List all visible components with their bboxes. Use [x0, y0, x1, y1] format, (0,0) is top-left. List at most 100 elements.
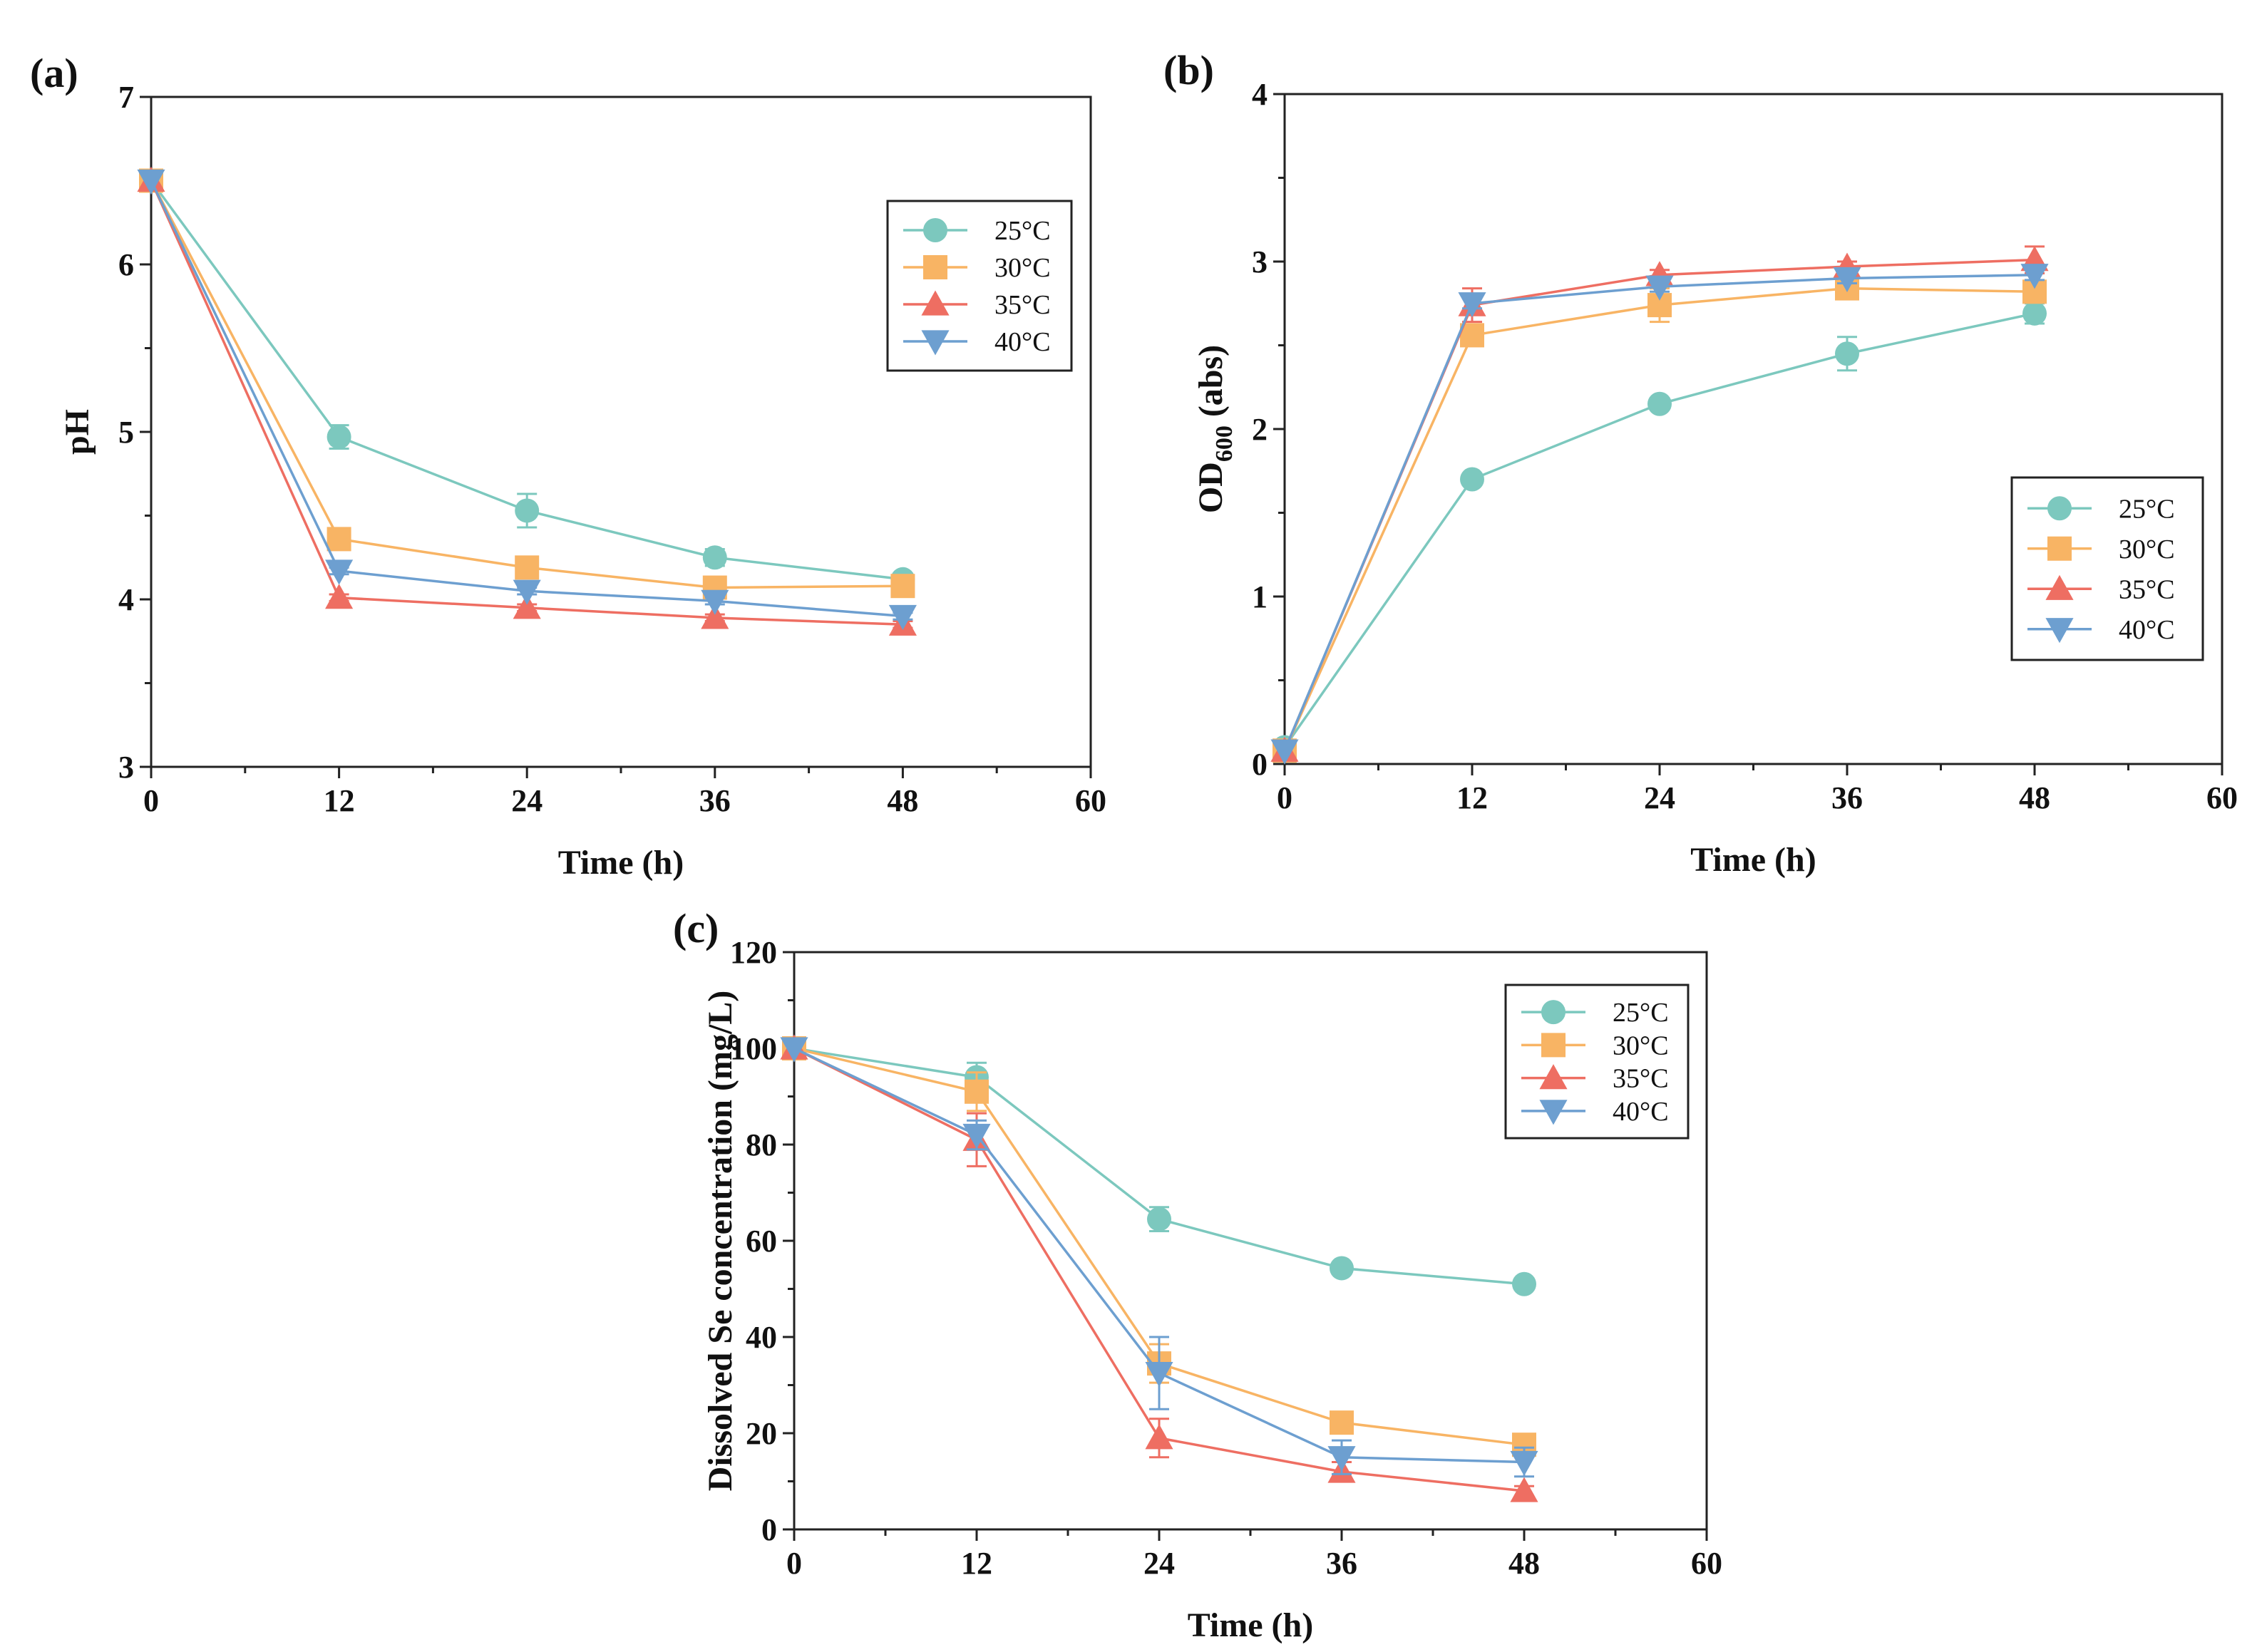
legend-marker — [1539, 1100, 1568, 1125]
data-point — [780, 1037, 808, 1063]
legend-label: 30°C — [1613, 1031, 1669, 1060]
data-point — [515, 498, 540, 523]
y-axis-title: pH — [58, 409, 96, 455]
y-axis-title: Dissolved Se concentration (mg/L) — [701, 991, 739, 1492]
series-3 — [780, 1037, 1538, 1478]
x-tick-label: 36 — [699, 783, 731, 818]
data-point — [2020, 264, 2049, 289]
series-0 — [1273, 301, 2047, 760]
legend-box — [1504, 984, 1690, 1140]
data-point — [137, 169, 165, 195]
data-point — [513, 579, 541, 605]
data-point — [888, 604, 917, 631]
plot-frame — [150, 95, 1092, 768]
data-point — [890, 574, 915, 599]
legend-label: 25°C — [994, 216, 1051, 246]
y-axis-title-suffix: (abs) — [1192, 345, 1230, 425]
x-tick-label: 12 — [1456, 780, 1488, 815]
y-tick-label: 4 — [118, 582, 134, 617]
data-point — [1330, 1256, 1354, 1281]
y-tick-label: 80 — [746, 1127, 777, 1162]
x-tick-label: 48 — [887, 783, 918, 818]
series-0 — [782, 1036, 1536, 1296]
data-point — [1327, 1446, 1356, 1472]
y-tick-label: 60 — [746, 1224, 777, 1259]
data-point — [1510, 1450, 1538, 1477]
series-line — [1283, 258, 2035, 751]
plot-frame — [1283, 93, 2224, 765]
legend: 25°C 30°C 35°C40°C — [1504, 984, 1690, 1140]
legend-label: 35°C — [2119, 574, 2175, 604]
series-line — [1283, 274, 2035, 751]
legend-marker — [2045, 574, 2074, 600]
y-tick-label: 3 — [118, 750, 134, 785]
data-point — [962, 1123, 991, 1150]
legend-label: 35°C — [994, 290, 1051, 320]
data-point — [1145, 1361, 1173, 1388]
y-tick-label: 2 — [1252, 412, 1268, 447]
legend-label: 35°C — [1613, 1064, 1669, 1094]
series-line — [1283, 286, 2035, 751]
panel-label: (c) — [673, 905, 719, 951]
data-point — [515, 555, 540, 580]
y-tick-label: 7 — [118, 80, 134, 115]
legend-label: 30°C — [2119, 535, 2175, 564]
series-1 — [139, 168, 915, 600]
y-tick-label: 0 — [761, 1512, 777, 1547]
y-tick-label: 20 — [746, 1416, 777, 1451]
x-tick-label: 36 — [1831, 780, 1863, 815]
data-point — [701, 589, 729, 615]
y-tick-label: 1 — [1252, 579, 1268, 614]
x-tick-label: 48 — [2019, 780, 2050, 815]
legend-marker — [1541, 1033, 1566, 1058]
series-line — [793, 1047, 1525, 1286]
legend-label: 40°C — [994, 327, 1051, 357]
legend-marker — [1539, 1064, 1568, 1090]
panel-label: (a) — [30, 50, 78, 96]
x-tick-label: 0 — [143, 783, 159, 818]
legend-label: 30°C — [994, 253, 1051, 283]
series-3 — [1270, 264, 2049, 765]
x-tick-label: 24 — [511, 783, 543, 818]
legend-label: 25°C — [2119, 494, 2175, 524]
legend: 25°C 30°C 35°C 40°C — [886, 200, 1073, 372]
y-tick-label: 4 — [1252, 77, 1268, 112]
data-point — [1458, 292, 1486, 318]
data-point — [325, 559, 354, 585]
legend-marker — [923, 218, 947, 242]
data-point — [1460, 467, 1484, 492]
x-tick-label: 60 — [2206, 780, 2238, 815]
y-tick-label: 5 — [118, 415, 134, 450]
data-point — [1512, 1271, 1536, 1296]
x-tick-label: 36 — [1326, 1546, 1357, 1581]
series-2 — [137, 166, 917, 636]
data-point — [1270, 739, 1299, 765]
legend-marker — [2045, 618, 2074, 644]
chart-panel-c: 0 12 24 36 48 60 0 20 40 60 80 100 120 Time (h) Dissol… — [673, 905, 1722, 1644]
y-axis-title: OD600 (abs) — [1192, 345, 1238, 513]
y-tick-label: 0 — [1252, 747, 1268, 782]
data-point — [325, 584, 354, 609]
legend-marker — [2047, 536, 2072, 561]
y-tick-label: 40 — [746, 1320, 777, 1355]
x-tick-label: 0 — [786, 1546, 802, 1581]
data-point — [327, 527, 351, 552]
x-tick-label: 12 — [324, 783, 355, 818]
legend: 25°C30°C35°C40°C — [2010, 476, 2204, 661]
data-point — [1645, 275, 1674, 301]
legend-label: 40°C — [1613, 1097, 1669, 1127]
x-tick-label: 0 — [1277, 780, 1292, 815]
x-tick-label: 60 — [1075, 783, 1106, 818]
panel-label: (b) — [1163, 47, 1214, 93]
data-point — [2022, 301, 2047, 326]
legend-marker — [923, 255, 947, 279]
x-tick-label: 48 — [1508, 1546, 1540, 1581]
data-point — [327, 425, 351, 450]
chart-panel-a: 0 12 24 36 48 60 3 4 5 6 7 Time (h) pH (a) 25°C 30°C 35°… — [30, 50, 1106, 882]
data-point — [965, 1079, 989, 1104]
data-point — [1145, 1424, 1173, 1450]
data-point — [1835, 341, 1859, 366]
legend-label: 25°C — [1613, 998, 1669, 1028]
series-1 — [1273, 276, 2047, 763]
